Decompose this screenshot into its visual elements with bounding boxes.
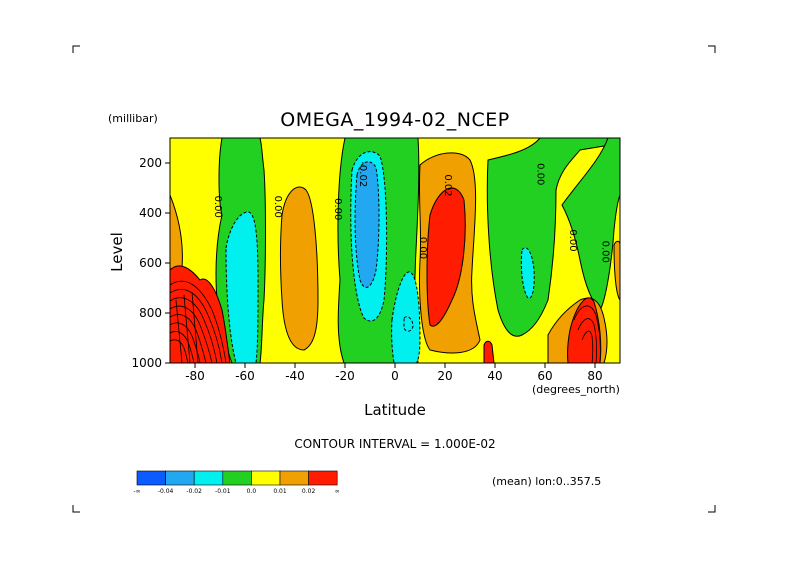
crop-marks — [72, 45, 716, 513]
colorbar: -∞ -0.04 -0.02 -0.01 0.0 0.01 0.02 ∞ — [133, 470, 340, 495]
colorbar-tick-label: 0.0 — [247, 488, 257, 495]
x-tick-label: -20 — [335, 369, 355, 383]
y-tick-label: 1000 — [131, 356, 162, 370]
y-axis-label: Level — [108, 232, 126, 272]
x-tick-label: 80 — [587, 369, 602, 383]
contour-fill — [170, 265, 231, 363]
colorbar-tick-label: 0.01 — [273, 488, 287, 495]
x-axis: -80 -60 -40 -20 0 20 40 60 80 — [185, 363, 603, 383]
contour-line-label: 0.00 — [332, 198, 343, 220]
y-tick-label: 600 — [139, 256, 162, 270]
contour-fill — [520, 247, 535, 299]
chart-title: OMEGA_1994-02_NCEP — [280, 109, 509, 131]
colorbar-tick-label: ∞ — [335, 488, 340, 495]
y-units-label: (millibar) — [108, 112, 158, 125]
y-tick-label: 800 — [139, 306, 162, 320]
y-tick-label: 200 — [139, 156, 162, 170]
x-tick-label: -80 — [185, 369, 205, 383]
dense-contours-sh — [170, 280, 227, 363]
contour-fill — [426, 187, 466, 327]
x-tick-label: 0 — [391, 369, 399, 383]
x-tick-label: 40 — [487, 369, 502, 383]
contour-line-label: -0.02 — [357, 161, 368, 187]
contour-line-label: 0.00 — [272, 196, 283, 218]
y-tick-label: 400 — [139, 206, 162, 220]
contour-line-label: 0.00 — [600, 241, 611, 263]
contour-line-label: 0.02 — [442, 174, 453, 196]
contour-interval-label: CONTOUR INTERVAL = 1.000E-02 — [294, 437, 495, 451]
dense-contours-nh — [573, 305, 601, 363]
y-axis: 200 400 600 800 1000 — [131, 156, 170, 370]
contour-fill — [403, 316, 414, 332]
colorbar-tick-label: -0.01 — [215, 488, 231, 495]
contour-label-group: 0.00 0.00 0.00 -0.02 0.02 0.00 0.00 0.00 0.00 — [212, 161, 611, 263]
colorbar-tick-label: -0.02 — [186, 488, 202, 495]
x-tick-label: -40 — [285, 369, 305, 383]
contour-fill — [483, 340, 495, 363]
x-tick-label: 60 — [537, 369, 552, 383]
contour-fill — [561, 138, 620, 311]
colorbar-swatch — [222, 470, 252, 486]
colorbar-swatch — [308, 470, 338, 486]
colorbar-swatch — [279, 470, 309, 486]
colorbar-swatch — [251, 470, 281, 486]
contour-line-label: 0.00 — [417, 237, 428, 259]
contour-fill — [613, 240, 620, 301]
plot-area: 0.00 0.00 0.00 -0.02 0.02 0.00 0.00 0.00 0.00 — [170, 138, 620, 363]
contour-line-label: 0.00 — [567, 229, 578, 251]
mean-lon-label: (mean) lon:0..357.5 — [492, 475, 601, 488]
contour-fill — [354, 161, 380, 288]
colorbar-tick-label: 0.02 — [302, 488, 316, 495]
colorbar-tick-label: -0.04 — [158, 488, 174, 495]
x-tick-label: -60 — [235, 369, 255, 383]
colorbar-swatch — [193, 470, 224, 486]
contour-line-label: 0.00 — [212, 196, 223, 218]
x-axis-label: Latitude — [364, 401, 426, 419]
x-tick-label: 20 — [437, 369, 452, 383]
contour-fill — [280, 186, 319, 351]
contour-line-label: 0.00 — [535, 163, 546, 185]
colorbar-swatch — [165, 470, 195, 486]
contour-fill — [225, 211, 259, 363]
x-units-label: (degrees_north) — [532, 383, 620, 396]
colorbar-swatch — [136, 470, 166, 486]
colorbar-tick-label: -∞ — [133, 488, 140, 495]
